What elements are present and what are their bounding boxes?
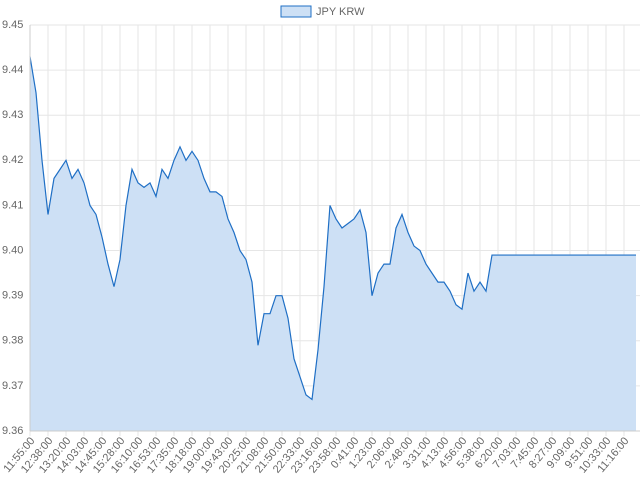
line	[29, 56, 636, 401]
y-tick-label: 9.38	[2, 335, 23, 347]
y-tick-label: 9.39	[2, 290, 23, 302]
y-tick-label: 9.43	[2, 109, 23, 121]
y-tick-label: 9.45	[2, 19, 23, 31]
legend-swatch	[280, 5, 312, 18]
y-tick-label: 9.44	[2, 64, 23, 76]
y-tick-label: 9.37	[2, 380, 23, 392]
y-tick-label: 9.36	[2, 425, 23, 437]
y-tick-label: 9.42	[2, 154, 23, 166]
area	[30, 56, 636, 431]
y-tick-label: 9.40	[2, 244, 23, 256]
y-tick-label: 9.41	[2, 199, 23, 211]
legend-label: JPY KRW	[316, 6, 365, 18]
